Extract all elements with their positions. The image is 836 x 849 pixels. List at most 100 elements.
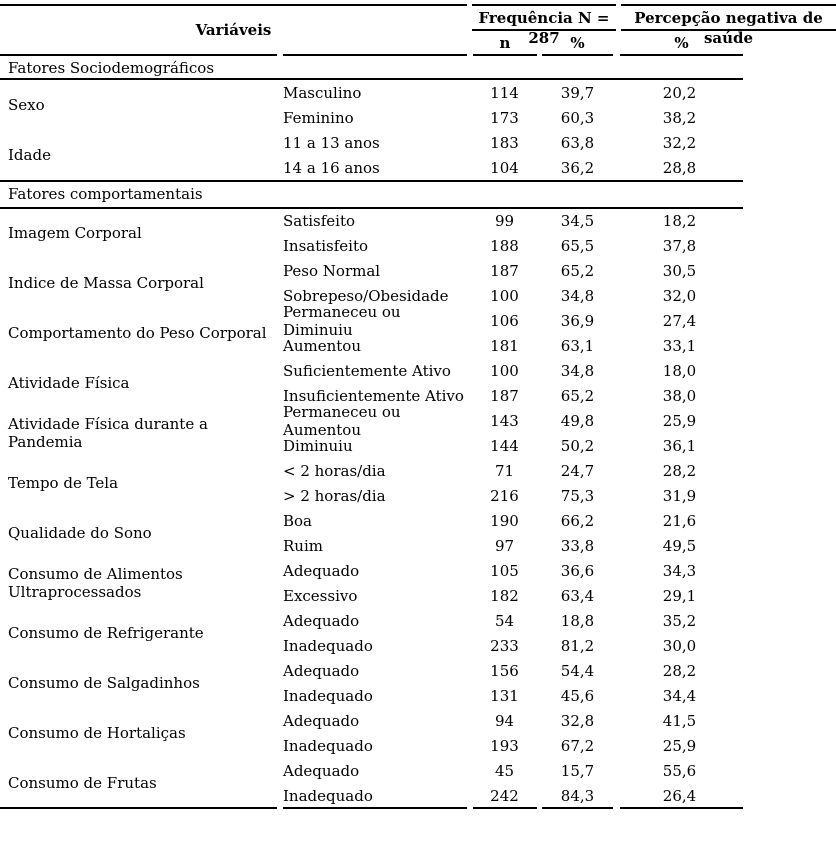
neg-perception-cell: 31,9: [662, 486, 697, 505]
n-value-cell: 182: [490, 586, 519, 605]
n-value-cell: 99: [494, 211, 515, 230]
group-rows: Adequado 54 18,8 35,2 Inadequado 233 81,2 30,0: [280, 608, 836, 658]
table-row: Permaneceu ou Aumentou 143 49,8 25,9: [280, 403, 836, 439]
rule-section1-bottom: [0, 78, 743, 80]
group-rows: Adequado 45 15,7 55,6 Inadequado 242 84,3 26,4: [280, 758, 836, 808]
neg-perception-cell: 32,0: [662, 286, 697, 305]
group-rows: < 2 horas/dia 71 24,7 28,2 > 2 horas/dia 216 7…: [280, 458, 836, 508]
neg-perception-cell: 18,0: [662, 361, 697, 380]
pct-value-cell: 32,8: [560, 711, 595, 730]
neg-perception-cell: 28,8: [662, 158, 697, 177]
column-header-perception: Percepção negativa de saúde: [634, 9, 823, 47]
pct-value-cell: 18,8: [560, 611, 595, 630]
rule-bottom-5: [620, 807, 743, 809]
neg-perception-cell: 38,2: [662, 108, 697, 127]
table-row: Ruim 97 33,8 49,5: [280, 533, 836, 558]
category-cell: Adequado: [283, 611, 360, 630]
table-row: > 2 horas/dia 216 75,3 31,9: [280, 483, 836, 508]
category-cell: Adequado: [283, 661, 360, 680]
column-header-variables: Variáveis: [195, 21, 272, 39]
table-row: Insatisfeito 188 65,5 37,8: [280, 233, 836, 258]
neg-perception-cell: 49,5: [662, 536, 697, 555]
category-cell: < 2 horas/dia: [283, 461, 386, 480]
category-cell: Boa: [283, 511, 312, 530]
rule-subheader-2: [283, 54, 467, 56]
neg-perception-cell: 27,4: [662, 311, 697, 330]
group-rows: 11 a 13 anos 183 63,8 32,2 14 a 16 anos 104 36…: [280, 130, 836, 180]
variable-group: Idade 11 a 13 anos 183 63,8 32,2 14 a 16 anos…: [0, 130, 836, 180]
rule-top-right: [621, 4, 836, 6]
category-cell: Inadequado: [283, 636, 373, 655]
n-value-cell: 233: [490, 636, 519, 655]
rule-section2-bottom: [0, 207, 743, 209]
pct-value-cell: 81,2: [560, 636, 595, 655]
variable-label: Qualidade do Sono: [8, 524, 152, 542]
rule-perception-underline: [621, 29, 836, 31]
rule-subheader-4: [542, 54, 613, 56]
variable-label-cell: Indice de Massa Corporal: [0, 258, 280, 308]
variable-label: Comportamento do Peso Corporal: [8, 324, 267, 342]
category-cell: Satisfeito: [283, 211, 356, 230]
category-cell: Suficientemente Ativo: [283, 361, 451, 380]
group-rows: Permaneceu ou Aumentou 143 49,8 25,9 Diminui…: [280, 403, 836, 458]
pct-value-cell: 84,3: [560, 786, 595, 805]
variable-label: Consumo de Hortaliças: [8, 724, 186, 742]
variable-label-cell: Qualidade do Sono: [0, 508, 280, 558]
rule-bottom-3: [473, 807, 537, 809]
variable-label-cell: Consumo de Refrigerante: [0, 608, 280, 658]
pct-value-cell: 34,5: [560, 211, 595, 230]
section-title: Fatores comportamentais: [8, 185, 203, 203]
table-row: 11 a 13 anos 183 63,8 32,2: [280, 130, 836, 155]
neg-perception-cell: 41,5: [662, 711, 697, 730]
rule-section2-top: [0, 180, 743, 182]
table-row: Adequado 54 18,8 35,2: [280, 608, 836, 633]
neg-perception-cell: 26,4: [662, 786, 697, 805]
n-value-cell: 71: [494, 461, 515, 480]
pct-value-cell: 24,7: [560, 461, 595, 480]
variable-label-cell: Idade: [0, 130, 280, 180]
variable-label: Consumo de Salgadinhos: [8, 674, 200, 692]
table-row: Adequado 105 36,6 34,3: [280, 558, 836, 583]
n-value-cell: 143: [490, 411, 519, 430]
table-row: < 2 horas/dia 71 24,7 28,2: [280, 458, 836, 483]
category-cell: Aumentou: [283, 336, 361, 355]
n-value-cell: 144: [490, 436, 519, 455]
category-cell: Feminino: [283, 108, 354, 127]
variable-group: Imagem Corporal Satisfeito 99 34,5 18,2 Insat…: [0, 208, 836, 258]
pct-value-cell: 36,6: [560, 561, 595, 580]
variable-group: Comportamento do Peso Corporal Permaneceu…: [0, 303, 836, 358]
subheader-n: n: [499, 34, 511, 52]
pct-value-cell: 66,2: [560, 511, 595, 530]
table-row: Boa 190 66,2 21,6: [280, 508, 836, 533]
pct-value-cell: 65,2: [560, 261, 595, 280]
section-title: Fatores Sociodemográficos: [8, 59, 215, 77]
variable-label: Indice de Massa Corporal: [8, 274, 204, 292]
neg-perception-cell: 32,2: [662, 133, 697, 152]
n-value-cell: 100: [490, 286, 519, 305]
variable-label-cell: Consumo de Frutas: [0, 758, 280, 808]
section-header-row: Fatores Sociodemográficos: [0, 56, 836, 80]
table-row: Inadequado 193 67,2 25,9: [280, 733, 836, 758]
neg-perception-cell: 29,1: [662, 586, 697, 605]
category-cell: Adequado: [283, 561, 360, 580]
category-cell: > 2 horas/dia: [283, 486, 386, 505]
rule-top-mid: [472, 4, 616, 6]
pct-value-cell: 39,7: [560, 83, 595, 102]
rule-bottom-1: [0, 807, 277, 809]
pct-value-cell: 60,3: [560, 108, 595, 127]
variable-label: Tempo de Tela: [8, 474, 119, 492]
pct-value-cell: 34,8: [560, 361, 595, 380]
neg-perception-cell: 38,0: [662, 386, 697, 405]
n-value-cell: 97: [494, 536, 515, 555]
neg-perception-cell: 34,4: [662, 686, 697, 705]
table-row: Suficientemente Ativo 100 34,8 18,0: [280, 358, 836, 383]
variable-label: Idade: [8, 146, 51, 164]
category-cell: Inadequado: [283, 686, 373, 705]
n-value-cell: 216: [490, 486, 519, 505]
n-value-cell: 183: [490, 133, 519, 152]
table-row: Sobrepeso/Obesidade 100 34,8 32,0: [280, 283, 836, 308]
variable-label-cell: Atividade Física: [0, 358, 280, 408]
rule-bottom-2: [283, 807, 467, 809]
neg-perception-cell: 55,6: [662, 761, 697, 780]
n-value-cell: 131: [490, 686, 519, 705]
